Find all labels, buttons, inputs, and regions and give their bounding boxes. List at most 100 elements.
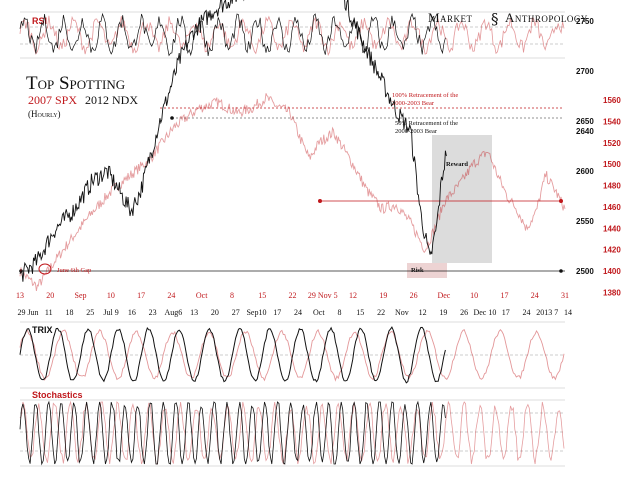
retrace50-note-1: 50% Retracement of the bbox=[395, 120, 458, 127]
gap-dot-end bbox=[559, 269, 563, 273]
left-tick-label: 2700 bbox=[576, 67, 594, 76]
reward-box bbox=[432, 135, 492, 263]
right-tick-label: 1540 bbox=[603, 117, 621, 126]
chart-title: Top Spotting bbox=[26, 73, 125, 94]
right-tick-label: 1440 bbox=[603, 224, 621, 233]
x-tick-black: Aug6 bbox=[164, 308, 182, 317]
x-tick-red: 10 bbox=[107, 291, 115, 300]
rsi-panel: RSI bbox=[19, 11, 565, 59]
trix-black-line bbox=[19, 326, 446, 384]
x-tick-red: 29 Nov 5 bbox=[308, 291, 338, 300]
brand-anthropology: Anthropology bbox=[505, 10, 588, 25]
left-tick-label: 2550 bbox=[576, 217, 594, 226]
main-chart: Top Spotting 2007 SPX 2012 NDX (Hourly) … bbox=[16, 0, 621, 317]
x-tick-black: 27 bbox=[232, 308, 240, 317]
x-tick-red: 15 bbox=[258, 291, 266, 300]
x-tick-black: Jul 9 bbox=[103, 308, 118, 317]
x-tick-red: 10 bbox=[470, 291, 478, 300]
retrace50-note-2: 2000-2003 Bear bbox=[395, 128, 438, 135]
series-2007-spx bbox=[19, 93, 566, 291]
x-tick-black: 20 bbox=[211, 308, 219, 317]
x-tick-black: 29 Jun bbox=[17, 308, 38, 317]
rsi-black-line bbox=[19, 12, 446, 57]
level-1460-dot bbox=[318, 199, 322, 203]
x-tick-red: 17 bbox=[137, 291, 145, 300]
right-tick-label: 1400 bbox=[603, 267, 621, 276]
x-tick-red: 12 bbox=[349, 291, 357, 300]
right-tick-label: 1460 bbox=[603, 203, 621, 212]
right-tick-label: 1560 bbox=[603, 96, 621, 105]
x-tick-red: 20 bbox=[46, 291, 54, 300]
x-tick-red: 19 bbox=[379, 291, 387, 300]
subtitle-ndx: 2012 NDX bbox=[85, 93, 138, 107]
x-tick-red: 8 bbox=[230, 291, 234, 300]
left-tick-label: 2500 bbox=[576, 267, 594, 276]
x-tick-red: 26 bbox=[410, 291, 418, 300]
left-tick-label: 2750 bbox=[576, 17, 594, 26]
brand-market: Market bbox=[428, 10, 473, 25]
retrace100-note-1: 100% Retracement of the bbox=[392, 92, 458, 99]
stoch-label: Stochastics bbox=[32, 390, 83, 400]
subtitle-hourly: (Hourly) bbox=[28, 109, 61, 119]
retrace100-note-2: 2000-2003 Bear bbox=[392, 100, 435, 107]
x-tick-black: Sep10 bbox=[246, 308, 266, 317]
gap-note: June 6th Gap bbox=[57, 267, 91, 274]
x-tick-red: 24 bbox=[167, 291, 175, 300]
gap-circle bbox=[38, 263, 52, 275]
x-tick-black: 22 bbox=[377, 308, 385, 317]
level-1460-dot-end bbox=[559, 199, 563, 203]
retrace50-dot bbox=[170, 116, 174, 120]
x-tick-red: Dec bbox=[437, 291, 450, 300]
stoch-black-line bbox=[19, 400, 446, 466]
x-tick-black: 19 bbox=[439, 308, 447, 317]
risk-box bbox=[407, 263, 447, 278]
reward-label: Reward bbox=[446, 161, 468, 168]
left-tick-label: 2650 bbox=[576, 117, 594, 126]
x-tick-black: Nov bbox=[395, 308, 409, 317]
rsi-red-line bbox=[19, 15, 565, 57]
trix-panel: TRIX bbox=[19, 321, 565, 389]
x-tick-black: 13 bbox=[190, 308, 198, 317]
x-tick-black: 24 bbox=[522, 308, 530, 317]
right-tick-label: 1520 bbox=[603, 139, 621, 148]
left-tick-label: 2600 bbox=[576, 167, 594, 176]
x-axis-red: 13 20 Sep 10 17 24 Oct 8 15 22 29 Nov 5 12 19 26 Dec 10… bbox=[16, 291, 569, 300]
x-tick-black: Dec 10 bbox=[473, 308, 496, 317]
series-2012-ndx bbox=[19, 0, 447, 282]
x-tick-red: 22 bbox=[289, 291, 297, 300]
trix-label: TRIX bbox=[32, 325, 53, 335]
right-tick-label: 1500 bbox=[603, 160, 621, 169]
x-tick-black: 14 bbox=[564, 308, 572, 317]
x-tick-black: 11 bbox=[45, 308, 53, 317]
x-tick-black: 8 bbox=[338, 308, 342, 317]
x-tick-black: 2013 7 bbox=[536, 308, 558, 317]
right-axis: 1380 1400 1420 1440 1460 1480 1500 1520 1540 1560 bbox=[603, 96, 621, 297]
x-tick-black: 26 bbox=[460, 308, 468, 317]
right-tick-label: 1480 bbox=[603, 182, 621, 191]
x-tick-red: 17 bbox=[500, 291, 508, 300]
x-tick-black: 17 bbox=[502, 308, 510, 317]
x-tick-black: 24 bbox=[294, 308, 302, 317]
x-axis-black: 29 Jun 11 18 25 Jul 9 16 23 Aug6 13 20 27 Sep10 17 24… bbox=[17, 308, 572, 317]
x-tick-red: Oct bbox=[196, 291, 208, 300]
risk-label: Risk bbox=[411, 267, 424, 274]
x-tick-black: 18 bbox=[66, 308, 74, 317]
x-tick-black: 17 bbox=[273, 308, 281, 317]
left-axis: 250025502600265027002750280028502640 bbox=[576, 17, 594, 276]
brand-helix-icon: § bbox=[491, 10, 499, 28]
x-tick-red: Sep bbox=[75, 291, 87, 300]
x-tick-red: 13 bbox=[16, 291, 24, 300]
x-tick-black: 25 bbox=[86, 308, 94, 317]
right-tick-label: 1380 bbox=[603, 288, 621, 297]
x-tick-red: 24 bbox=[531, 291, 539, 300]
x-tick-red: 31 bbox=[561, 291, 569, 300]
rsi-label: RSI bbox=[32, 16, 47, 26]
stochastics-panel: Stochastics bbox=[19, 390, 565, 467]
x-tick-black: Oct bbox=[313, 308, 325, 317]
x-tick-black: 23 bbox=[149, 308, 157, 317]
x-tick-black: 15 bbox=[356, 308, 364, 317]
left-tick-label-extra: 2640 bbox=[576, 127, 594, 136]
subtitle-spx: 2007 SPX bbox=[28, 93, 77, 107]
